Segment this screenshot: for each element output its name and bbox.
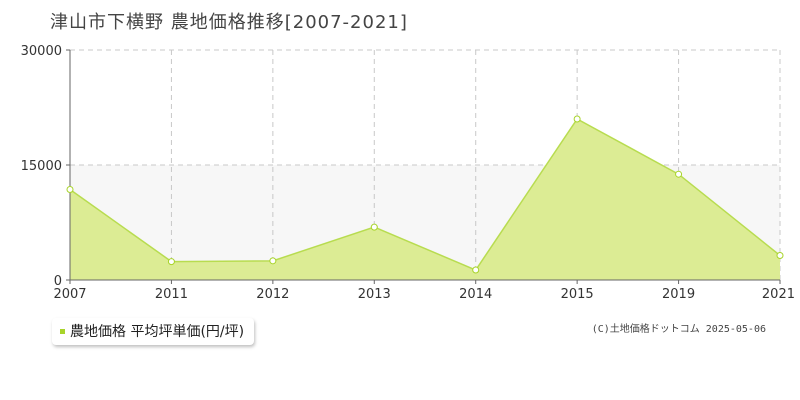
- data-point: [776, 251, 784, 259]
- series-area: [70, 119, 780, 280]
- x-tick-label: 2013: [358, 287, 391, 302]
- x-tick-label: 2011: [155, 287, 188, 302]
- y-tick-label: 15000: [21, 159, 62, 174]
- x-tick-label: 2019: [662, 287, 695, 302]
- x-tick-label: 2014: [459, 287, 492, 302]
- data-point: [675, 170, 683, 178]
- data-point: [573, 115, 581, 123]
- data-point: [370, 223, 378, 231]
- x-tick-label: 2012: [256, 287, 289, 302]
- chart-title: 津山市下横野 農地価格推移[2007-2021]: [50, 12, 408, 33]
- legend: 農地価格 平均坪単価(円/坪): [52, 318, 255, 345]
- data-point: [269, 257, 277, 265]
- data-point: [66, 186, 74, 194]
- series-line: [69, 118, 781, 271]
- x-tick-label: 2021: [762, 287, 795, 302]
- legend-swatch: [60, 328, 65, 334]
- y-tick-label: 0: [54, 274, 62, 289]
- data-point: [472, 266, 480, 274]
- copyright-text: (C)土地価格ドットコム 2025-05-06: [591, 324, 766, 335]
- x-tick-label: 2015: [561, 287, 594, 302]
- legend-label: 農地価格 平均坪単価(円/坪): [70, 324, 245, 340]
- y-tick-label: 30000: [21, 44, 62, 59]
- data-point: [167, 258, 175, 266]
- x-tick-label: 2007: [53, 287, 86, 302]
